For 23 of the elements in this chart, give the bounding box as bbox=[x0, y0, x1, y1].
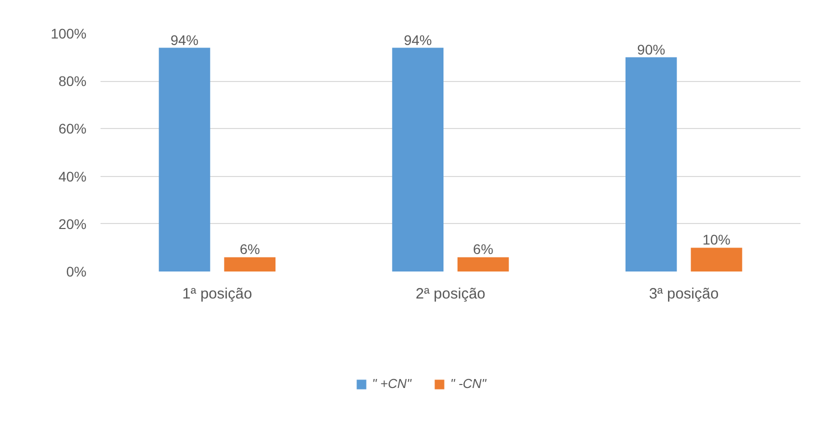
x-tick-label: 2ª posição bbox=[416, 286, 486, 302]
data-label: 94% bbox=[404, 32, 432, 48]
bar bbox=[690, 248, 742, 272]
bar bbox=[224, 257, 276, 272]
legend-label: " -CN" bbox=[450, 376, 486, 391]
bar bbox=[158, 48, 210, 272]
legend-label: " +CN" bbox=[372, 376, 412, 391]
y-tick-label: 60% bbox=[58, 120, 87, 137]
data-label: 90% bbox=[637, 41, 666, 58]
y-tick-label: 40% bbox=[58, 168, 87, 184]
x-tick-label: 1ª posição bbox=[182, 286, 252, 302]
y-tick-label: 20% bbox=[58, 216, 87, 232]
x-tick-label: 3ª posição bbox=[648, 286, 719, 302]
bar bbox=[626, 57, 677, 272]
bar bbox=[392, 48, 444, 272]
y-tick-label: 0% bbox=[66, 264, 86, 280]
data-label: 6% bbox=[473, 241, 494, 258]
bar bbox=[458, 257, 509, 272]
data-label: 94% bbox=[170, 32, 199, 48]
y-tick-label: 80% bbox=[58, 73, 87, 90]
y-tick-label: 100% bbox=[50, 26, 87, 42]
data-label: 10% bbox=[702, 232, 731, 248]
data-label: 6% bbox=[240, 241, 260, 258]
